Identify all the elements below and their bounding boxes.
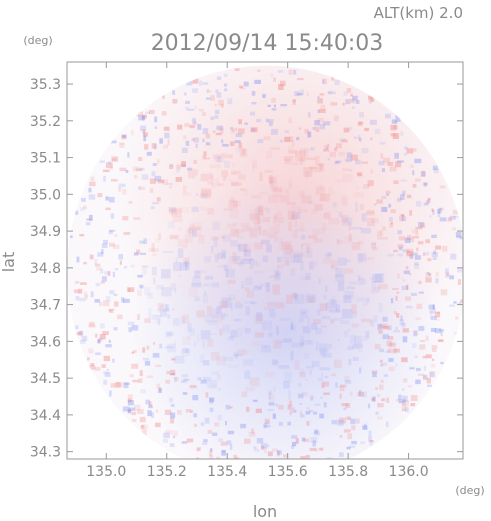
y-axis-label: lat: [0, 252, 18, 273]
x-tick-label: 135.0: [86, 464, 126, 480]
x-tick-label: 135.8: [328, 464, 368, 480]
y-tick-label: 35.2: [30, 114, 61, 130]
y-unit-label: (deg): [23, 34, 52, 47]
y-tick-label: 34.3: [30, 445, 61, 461]
y-tick-label: 35.0: [30, 187, 61, 203]
y-tick-label: 34.7: [30, 298, 61, 314]
y-tick-label: 34.4: [30, 408, 61, 424]
x-tick-label: 135.6: [268, 464, 308, 480]
radar-scan-disk: [67, 65, 463, 459]
y-axis: 34.3 34.4 34.5 34.6 34.7 34.8 34.9 35.0 35.1 35.2…: [30, 77, 463, 461]
x-tick-label: 135.4: [207, 464, 247, 480]
chart-title: 2012/09/14 15:40:03: [151, 31, 384, 56]
y-tick-label: 35.1: [30, 151, 61, 167]
x-axis-label: lon: [253, 502, 277, 521]
y-tick-label: 34.9: [30, 224, 61, 240]
y-tick-label: 34.8: [30, 261, 61, 277]
x-tick-label: 136.0: [389, 464, 429, 480]
radar-speckle-field: [67, 68, 463, 459]
plot-frame: [66, 61, 464, 460]
x-tick-label: 135.2: [147, 464, 187, 480]
x-unit-label: (deg): [455, 484, 484, 497]
y-tick-label: 35.3: [30, 77, 61, 93]
plot-area: [67, 65, 463, 459]
y-tick-label: 34.6: [30, 334, 61, 350]
altitude-subtitle: ALT(km) 2.0: [374, 4, 463, 22]
x-axis: 135.0 135.2 135.4 135.6 135.8 136.0: [86, 62, 429, 480]
y-tick-label: 34.5: [30, 371, 61, 387]
